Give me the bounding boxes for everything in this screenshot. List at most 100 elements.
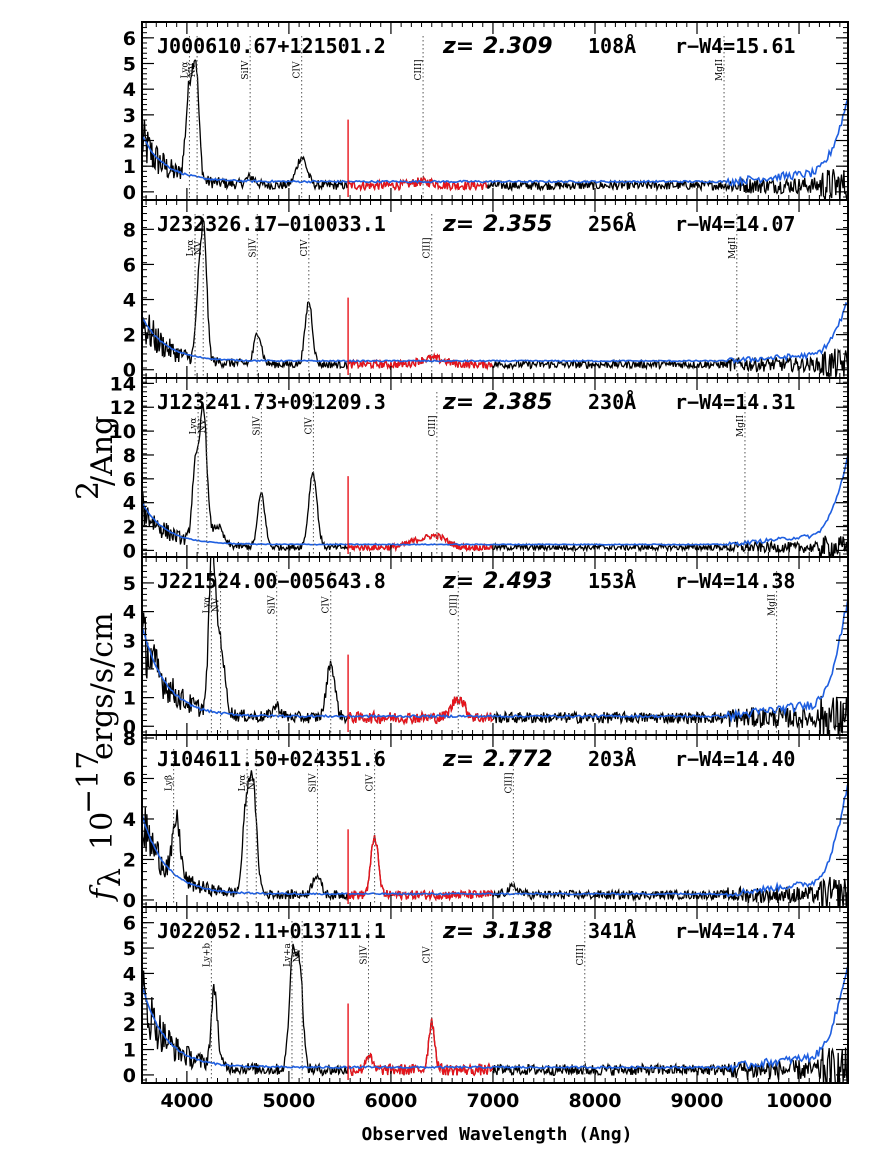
y-title-tail: /Ang <box>85 416 120 486</box>
model-line <box>142 784 848 898</box>
equivalent-width-label: 108Å <box>588 34 636 58</box>
x-axis-title: Observed Wavelength (Ang) <box>362 1124 633 1145</box>
emission-line-label: Lyα <box>186 240 196 257</box>
redshift-label: z= <box>442 569 474 594</box>
y-tick-label: 2 <box>123 517 136 539</box>
x-tick-label: 9000 <box>671 1090 724 1112</box>
y-tick-label: 6 <box>123 28 136 50</box>
panel-1-plot-area <box>142 59 848 200</box>
y-tick-label: 4 <box>123 809 136 831</box>
object-name-label: J000610.67+121501.2 <box>157 34 386 58</box>
equivalent-width-label: 341Å <box>588 919 636 943</box>
redshift-value: 2.493 <box>483 569 553 594</box>
emission-line-label: MgII <box>736 415 746 438</box>
x-tick-label: 8000 <box>569 1090 622 1112</box>
y-tick-label: 2 <box>123 849 136 871</box>
model-line <box>142 966 848 1074</box>
color-index-label: r−W4=14.31 <box>675 390 795 414</box>
spectrum-line <box>142 943 848 1083</box>
y-tick-label: 3 <box>123 630 136 652</box>
emission-line-label: CIV <box>423 946 433 963</box>
equivalent-width-label: 256Å <box>588 212 636 236</box>
emission-line-label: CIII] <box>414 59 424 80</box>
x-tick-label: 5000 <box>262 1090 315 1112</box>
emission-line-label: Lyα <box>238 775 248 792</box>
y-tick-label: 5 <box>123 54 136 76</box>
redshift-label: z= <box>442 747 474 772</box>
spectrum-line <box>142 557 848 735</box>
object-name-label: J123241.73+091209.3 <box>157 390 386 414</box>
y-tick-label: 0 <box>123 1065 136 1087</box>
emission-line-label: SiIV <box>359 945 369 965</box>
emission-line-label: SiIV <box>308 773 318 793</box>
y-tick-label: 8 <box>123 728 136 750</box>
emission-line-label: Lyα <box>189 418 199 435</box>
emission-line-label: SiIV <box>268 595 278 615</box>
y-tick-label: 6 <box>123 469 136 491</box>
y-tick-label: 3 <box>123 105 136 127</box>
emission-line-label: NV <box>198 418 208 433</box>
emission-line-label: CIV <box>322 596 332 613</box>
y-tick-label: 4 <box>123 602 136 624</box>
y-tick-label: 5 <box>123 938 136 960</box>
panel-2-plot-area <box>142 217 848 378</box>
emission-line-label: NV <box>212 597 222 612</box>
y-tick-label: 6 <box>123 254 136 276</box>
color-index-label: r−W4=14.07 <box>675 212 795 236</box>
y-tick-label: 2 <box>123 1014 136 1036</box>
y-title-units: ergs/s/cm <box>85 612 120 760</box>
spectrum-red-segment <box>347 1018 494 1077</box>
y-title-main: 10 <box>85 812 120 850</box>
panel-6: Ly+b Ly+a NV SiIV CIV CIII] 0 1 2 3 4 5 6 J022052.11+… <box>123 906 849 1087</box>
y-tick-label: 4 <box>123 963 136 985</box>
color-index-label: r−W4=14.38 <box>675 569 795 593</box>
emission-line-label: Ly+b <box>202 943 212 967</box>
redshift-value: 2.385 <box>483 390 553 415</box>
equivalent-width-label: 230Å <box>588 390 636 414</box>
y-tick-label: 3 <box>123 989 136 1011</box>
y-tick-label: 6 <box>123 913 136 935</box>
panel-5-plot-area <box>142 770 848 907</box>
x-tick-label: 6000 <box>364 1090 417 1112</box>
color-index-label: r−W4=14.40 <box>675 747 795 771</box>
y-tick-label: 0 <box>123 890 136 912</box>
equivalent-width-label: 203Å <box>588 747 636 771</box>
y-tick-label: 4 <box>123 493 136 515</box>
y-tick-label: 12 <box>110 397 136 419</box>
emission-line-label: CIII] <box>504 772 514 793</box>
emission-line-label: CIV <box>304 417 314 434</box>
emission-line-label: MgII <box>715 59 725 82</box>
model-line <box>142 601 848 723</box>
emission-line-label: MgII <box>728 237 738 260</box>
object-name-label: J232326.17−010033.1 <box>157 212 386 236</box>
spectrum-line <box>142 403 848 557</box>
emission-line-label: CIII] <box>576 944 586 965</box>
redshift-value: 3.138 <box>483 919 553 944</box>
y-title-exp: −17 <box>71 751 106 814</box>
panel-3-plot-area <box>142 403 848 557</box>
emission-line-label: Lyα <box>180 62 190 79</box>
y-tick-label: 1 <box>123 688 136 710</box>
emission-line-label: CIII] <box>428 415 438 436</box>
emission-line-label: NV <box>247 775 257 790</box>
y-tick-label: 2 <box>123 659 136 681</box>
y-tick-label: 2 <box>123 325 136 347</box>
y-title-exp2: 2 <box>71 481 106 500</box>
y-tick-label: 0 <box>123 716 136 738</box>
redshift-value: 2.772 <box>483 747 553 772</box>
redshift-label: z= <box>442 212 474 237</box>
y-tick-label: 1 <box>123 156 136 178</box>
y-title-sub: λ <box>93 868 128 887</box>
redshift-value: 2.355 <box>483 212 553 237</box>
spectrum-line <box>142 217 848 378</box>
spectrum-red-segment <box>347 696 494 726</box>
emission-line-label: NV <box>188 62 198 77</box>
spectrum-red-segment <box>348 352 494 371</box>
y-tick-label: 8 <box>123 445 136 467</box>
object-name-label: J022052.11+013711.1 <box>157 919 386 943</box>
y-tick-label: 14 <box>110 373 136 395</box>
